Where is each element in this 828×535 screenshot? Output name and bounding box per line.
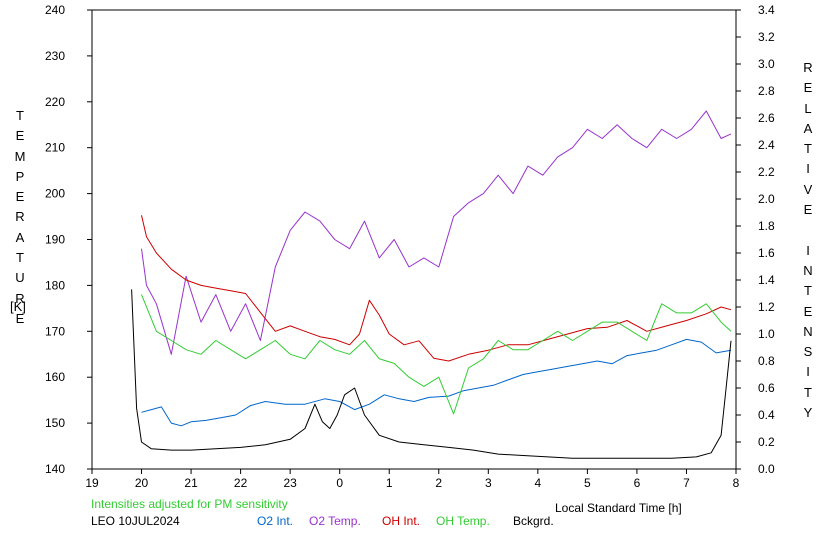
series-line-oh-int: [141, 215, 732, 362]
axis-label-letter: T: [16, 250, 24, 266]
x-tick-label: 2: [435, 476, 442, 490]
x-tick-label: 19: [85, 476, 99, 490]
x-tick-label: 20: [135, 476, 149, 490]
y-left-tick-label: 200: [45, 187, 65, 201]
y-right-tick-label: 2.0: [758, 192, 775, 206]
axis-label-letter: V: [803, 181, 813, 197]
axis-label-letter: T: [804, 384, 812, 400]
axis-label-letter: S: [803, 344, 813, 360]
axis-label-letter: E: [15, 189, 25, 205]
y-right-tick-label: 0.2: [758, 435, 775, 449]
axis-label-letter: A: [803, 120, 813, 136]
x-tick-label: 4: [535, 476, 542, 490]
y-left-tick-label: 210: [45, 141, 65, 155]
y-left-tick-label: 230: [45, 49, 65, 63]
y-right-tick-label: 0.6: [758, 381, 775, 395]
y-right-tick-label: 3.4: [758, 3, 775, 17]
y-right-tick-label: 0.4: [758, 408, 775, 422]
legend-o2-temp: O2 Temp.: [309, 514, 361, 528]
legend-o2-int: O2 Int.: [257, 514, 294, 528]
axis-label-letter: P: [15, 168, 25, 184]
y-right-tick-label: 1.2: [758, 300, 775, 314]
series-line-o2-int: [141, 338, 732, 427]
series-line-bckgrd: [131, 289, 732, 459]
axis-label-letter: I: [806, 161, 810, 177]
axis-label-letter: R: [15, 209, 25, 225]
y-left-tick-label: 160: [45, 370, 65, 384]
legend-oh-temp: OH Temp.: [436, 514, 490, 528]
y-right-tick-label: 1.0: [758, 327, 775, 341]
axis-label-letter: N: [803, 262, 813, 278]
x-axis-label: Local Standard Time [h]: [555, 501, 682, 515]
axis-label-letter: N: [803, 323, 813, 339]
series-line-oh-temp: [141, 294, 732, 415]
y-left-tick-label: 190: [45, 233, 65, 247]
series-line-o2-temp: [141, 110, 732, 355]
x-tick-label: 3: [485, 476, 492, 490]
y-right-tick-label: 3.2: [758, 30, 775, 44]
axis-label-letter: R: [803, 60, 813, 75]
axis-label-letter: E: [803, 80, 813, 96]
x-tick-label: 21: [184, 476, 198, 490]
y-left-tick-label: 170: [45, 324, 65, 338]
axis-label-letter: R: [15, 290, 25, 306]
x-tick-label: 0: [336, 476, 343, 490]
x-tick-label: 1: [386, 476, 393, 490]
axis-label-letter: I: [806, 242, 810, 258]
axis-label-letter: T: [804, 141, 812, 157]
y-right-tick-label: 3.0: [758, 57, 775, 71]
y-right-tick-label: 2.8: [758, 84, 775, 98]
x-tick-label: 8: [733, 476, 740, 490]
axis-label-letter: M: [14, 148, 26, 164]
y-left-tick-label: 240: [45, 3, 65, 17]
y-right-tick-label: 1.8: [758, 219, 775, 233]
x-tick-label: 6: [634, 476, 641, 490]
axis-label-letter: Y: [803, 405, 813, 421]
axis-label-letter: E: [15, 128, 25, 144]
y-left-unit-label: [K]: [10, 299, 26, 314]
axis-label-letter: I: [806, 364, 810, 380]
axis-label-letter: A: [15, 229, 25, 245]
y-right-tick-label: 0.8: [758, 354, 775, 368]
y-right-tick-label: 0.0: [758, 462, 775, 476]
y-left-tick-label: 150: [45, 416, 65, 430]
y-left-tick-label: 180: [45, 278, 65, 292]
axis-label-letter: T: [804, 283, 812, 299]
station-date: LEO 10JUL2024: [91, 514, 180, 528]
y-right-tick-label: 2.4: [758, 138, 775, 152]
x-tick-label: 7: [683, 476, 690, 490]
y-right-tick-label: 2.6: [758, 111, 775, 125]
axis-label-letter: E: [15, 310, 25, 326]
x-tick-label: 22: [234, 476, 248, 490]
axis-label-letter: E: [803, 303, 813, 319]
y-left-tick-label: 220: [45, 95, 65, 109]
x-tick-label: 5: [584, 476, 591, 490]
axis-label-letter: U: [15, 270, 25, 286]
y-right-tick-label: 1.6: [758, 246, 775, 260]
plot-frame: [91, 9, 737, 470]
axis-label-letter: E: [803, 202, 813, 218]
y-right-tick-label: 2.2: [758, 165, 775, 179]
axis-label-letter: L: [804, 100, 812, 116]
axis-label-letter: T: [16, 108, 24, 123]
sensitivity-note: Intensities adjusted for PM sensitivity: [91, 497, 288, 511]
axis-label-letter: [800, 220, 816, 240]
y-right-tick-label: 1.4: [758, 273, 775, 287]
legend-bckgrd: Bckgrd.: [513, 514, 554, 528]
x-tick-label: 23: [283, 476, 297, 490]
y-left-tick-label: 140: [45, 462, 65, 476]
legend-oh-int: OH Int.: [382, 514, 421, 528]
